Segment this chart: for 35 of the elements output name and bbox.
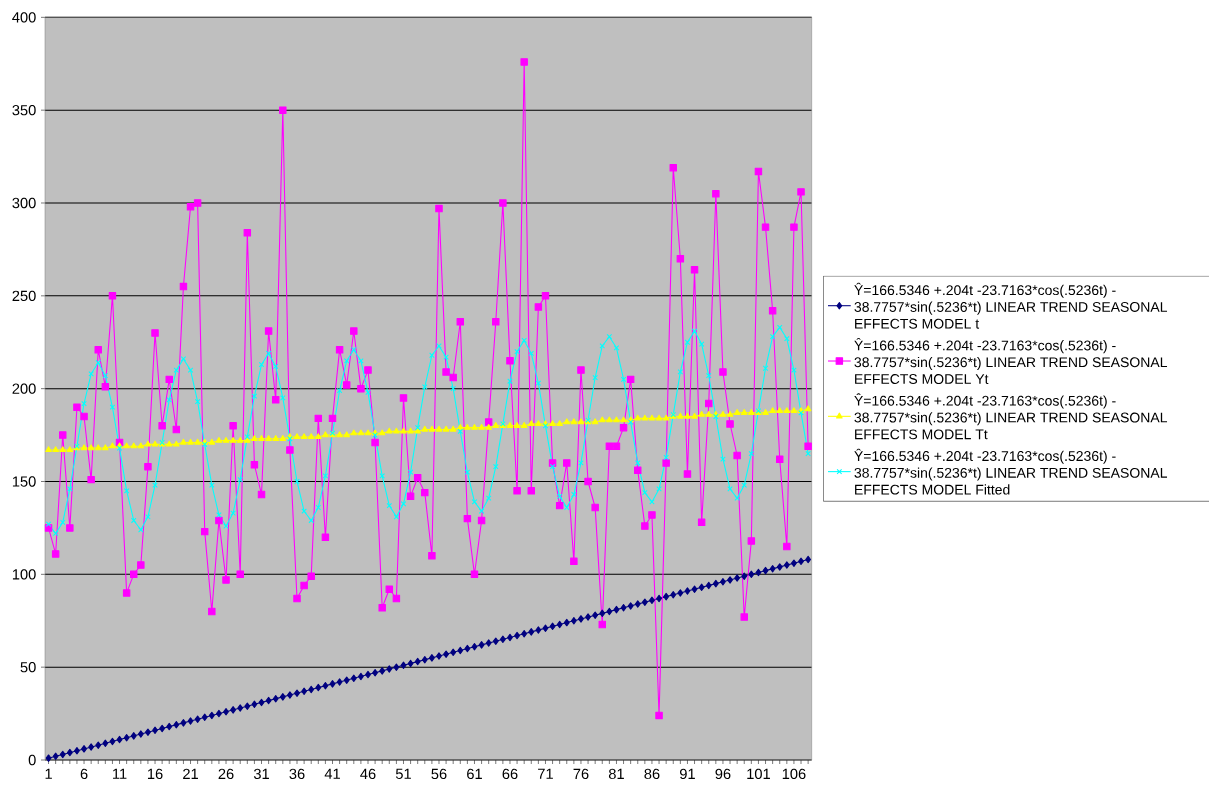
y-tick-label: 50 (20, 661, 36, 673)
x-tick-label: 21 (183, 768, 198, 779)
x-tick-label: 96 (715, 768, 731, 780)
y-tick-label: 0 (28, 754, 36, 766)
x-tick-label: 1 (45, 768, 52, 779)
x-tick-label: 26 (218, 768, 234, 780)
x-tick-label: 11 (113, 768, 127, 779)
x-tick-label: 91 (679, 768, 695, 780)
y-tick-label: 350 (12, 104, 36, 116)
x-tick-label: 71 (538, 768, 553, 779)
x-tick-label: 41 (324, 768, 340, 779)
x-tick-label: 101 (747, 768, 770, 780)
x-tick-label: 66 (502, 768, 518, 780)
legend-label: Ŷ=166.5346 +.204t -23.7163*cos(.5236t) - 38.7757*sin(.5236*t) LINEAR TREND SEASONAL EFFECTS MODEL Tt (854, 393, 1168, 440)
legend-label: Ŷ=166.5346 +.204t -23.7163*cos(.5236t) - 38.7757*sin(.5236*t) LINEAR TREND SEASONAL EFFECTS MODEL t (854, 282, 1168, 329)
x-tick-label: 61 (467, 768, 482, 780)
x-tick-label: 76 (573, 768, 589, 780)
y-tick-label: 200 (12, 383, 36, 394)
y-tick-label: 300 (12, 197, 36, 209)
x-tick-label: 16 (147, 768, 163, 780)
x-tick-label: 46 (360, 768, 376, 780)
y-tick-label: 400 (12, 12, 36, 23)
legend-label: Ŷ=166.5346 +.204t -23.7163*cos(.5236t) - 38.7757*sin(.5236*t) LINEAR TREND SEASONAL EFFECTS MODEL Yt (854, 338, 1168, 385)
y-tick-label: 100 (12, 569, 36, 580)
x-tick-label: 36 (289, 768, 305, 780)
x-tick-label: 106 (782, 768, 806, 780)
y-tick-label: 150 (12, 476, 36, 487)
x-tick-label: 81 (608, 768, 624, 780)
x-tick-label: 51 (395, 768, 411, 779)
x-tick-label: 86 (644, 768, 660, 780)
legend-label: Ŷ=166.5346 +.204t -23.7163*cos(.5236t) - 38.7757*sin(.5236*t) LINEAR TREND SEASONAL EFFECTS MODEL Fitted (854, 448, 1168, 495)
x-tick-label: 6 (80, 768, 88, 780)
y-tick-label: 250 (12, 290, 36, 302)
x-tick-label: 31 (253, 768, 269, 780)
x-tick-label: 56 (431, 768, 447, 780)
